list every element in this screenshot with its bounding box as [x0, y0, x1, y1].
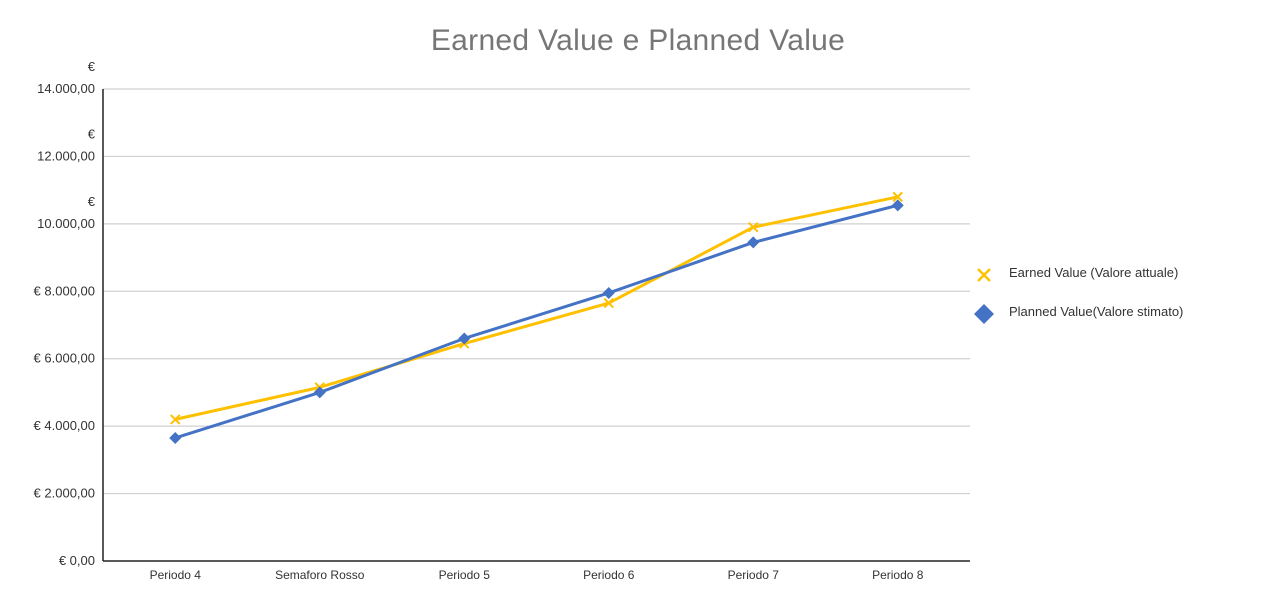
y-tick-label: € 4.000,00: [34, 418, 95, 433]
marker-stroke: [603, 297, 614, 309]
y-tick-label-line: €: [88, 126, 96, 141]
legend-item: Planned Value(Valore stimato): [972, 301, 1272, 324]
x-tick-label: Periodo 8: [872, 568, 924, 582]
y-tick-label-line: € 6.000,00: [34, 351, 95, 366]
y-tick-label-line: € 8.000,00: [34, 283, 95, 298]
data-point: [748, 222, 759, 233]
series-line-0: [173, 195, 900, 421]
x-marker-icon: [977, 268, 991, 282]
legend-swatch: [974, 304, 994, 324]
y-tick-label-line: 12.000,00: [37, 148, 95, 163]
y-tick-label: € 2.000,00: [34, 486, 95, 501]
y-tick-label-line: € 4.000,00: [34, 418, 95, 433]
data-point: [313, 386, 326, 399]
data-point: [891, 199, 904, 212]
x-tick-label: Periodo 4: [150, 568, 202, 582]
x-tick-label: Semaforo Rosso: [275, 568, 365, 582]
legend-item: Earned Value (Valore attuale): [972, 262, 1272, 284]
y-tick-label: €10.000,00: [37, 194, 96, 231]
chart-title: Earned Value e Planned Value: [430, 24, 846, 57]
marker-stroke: [892, 191, 903, 203]
marker-stroke: [170, 414, 181, 425]
data-point: [169, 431, 182, 444]
x-tick-label: Periodo 7: [728, 568, 780, 582]
y-tick-label-line: 10.000,00: [37, 216, 95, 231]
data-point: [170, 414, 181, 425]
x-tick-label: Periodo 6: [583, 568, 635, 582]
y-tick-label: €12.000,00: [37, 126, 96, 163]
y-tick-label: € 0,00: [59, 553, 95, 568]
legend-swatch: [977, 268, 991, 282]
y-tick-label-line: €: [88, 59, 96, 74]
marker-stroke: [748, 222, 759, 233]
y-tick-label: €14.000,00: [37, 59, 96, 96]
data-point: [602, 286, 615, 299]
data-point: [747, 236, 760, 249]
series-line-1: [173, 203, 900, 440]
data-point: [603, 297, 614, 309]
diamond-marker-icon: [974, 304, 994, 324]
y-tick-label-line: € 2.000,00: [34, 486, 95, 501]
y-tick-label: € 8.000,00: [34, 283, 95, 298]
y-tick-label-line: 14.000,00: [37, 81, 95, 96]
data-point: [892, 191, 903, 203]
legend-label: Earned Value (Valore attuale): [1009, 265, 1179, 280]
y-tick-label: € 6.000,00: [34, 351, 95, 366]
y-tick-label-line: €: [88, 194, 96, 209]
legend: Earned Value (Valore attuale) Planned Val…: [972, 262, 1272, 340]
data-point: [458, 332, 471, 345]
x-tick-label: Periodo 5: [439, 568, 491, 582]
legend-label: Planned Value(Valore stimato): [1009, 304, 1184, 319]
y-tick-label-line: € 0,00: [59, 553, 95, 568]
